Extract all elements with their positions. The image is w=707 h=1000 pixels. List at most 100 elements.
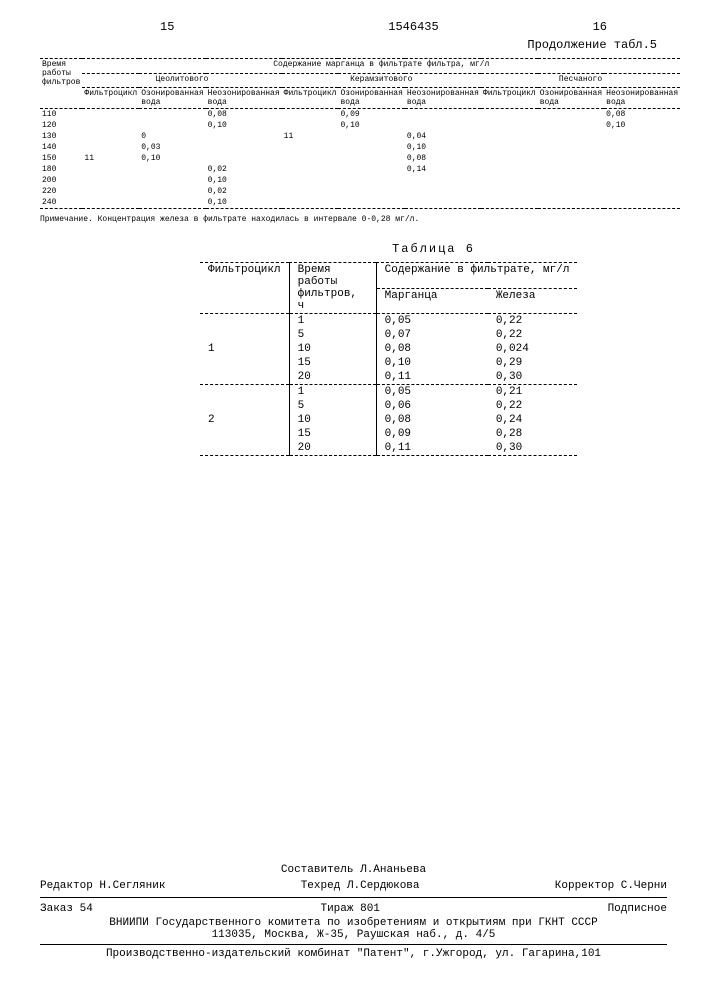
table-cell (538, 131, 604, 142)
table-cell (139, 186, 205, 197)
table-cell: 0,11 (376, 441, 488, 456)
table-cell (481, 120, 538, 131)
table-cell (82, 120, 139, 131)
table-row: 1200,100,100,10 (40, 120, 680, 131)
table-cell: 1 (200, 342, 289, 356)
t5-sub: Неозонированная вода (604, 88, 680, 109)
techred: Техред Л.Сердюкова (301, 880, 420, 892)
table-cell: 0,22 (488, 314, 578, 328)
table-row: 10,050,21 (200, 385, 577, 399)
t5-sub: Фильтроцикл (481, 88, 538, 109)
table-cell: 0,22 (488, 399, 578, 413)
table-row: 240 0,10 (40, 197, 680, 209)
table-cell: 5 (289, 328, 376, 342)
table-cell (139, 164, 205, 175)
table6-label: Таблица 6 (200, 242, 667, 256)
table-cell (139, 175, 205, 186)
table-cell: 140 (40, 142, 82, 153)
table-cell (405, 109, 481, 120)
t6-sub-fe: Железа (488, 289, 578, 314)
table-cell: 0 (139, 131, 205, 142)
table-row: 2000,10 (40, 175, 680, 186)
table-cell (200, 441, 289, 456)
corrector: Корректор С.Черни (555, 880, 667, 892)
t5-spanning-header: Содержание марганца в фильтрате фильтра,… (82, 59, 680, 73)
table-cell (282, 109, 339, 120)
table-cell: 0,09 (338, 109, 404, 120)
page-num-left: 15 (160, 20, 174, 34)
table-cell: 11 (82, 153, 139, 164)
table-cell (282, 120, 339, 131)
table-cell: 2 (200, 413, 289, 427)
t6-sub-mn: Марганца (376, 289, 488, 314)
table-cell (200, 328, 289, 342)
t6-h3: Содержание в фильтрате, мг/л (376, 263, 577, 288)
table-cell (82, 186, 139, 197)
t5-col-time: Время работы фильтров (40, 59, 82, 88)
table-cell: 0,04 (405, 131, 481, 142)
table-cell (481, 153, 538, 164)
table-cell: 0,05 (376, 314, 488, 328)
table-cell (206, 153, 282, 164)
table-cell: 0,05 (376, 385, 488, 399)
t5-sub: Фильтроцикл (282, 88, 339, 109)
table-cell: 130 (40, 131, 82, 142)
t5-sub: Неозонированная вода (405, 88, 481, 109)
table-cell (538, 197, 604, 209)
table-cell (338, 164, 404, 175)
table-cell: 220 (40, 186, 82, 197)
table-cell (481, 131, 538, 142)
org: ВНИИПИ Государственного комитета по изоб… (40, 917, 667, 929)
table-cell (338, 175, 404, 186)
table5: Время работы фильтров Содержание марганц… (40, 58, 680, 209)
table-cell: 0,06 (376, 399, 488, 413)
table-row: 110 0,08 0,09 0,08 (40, 109, 680, 120)
table-row: 1100,080,024 (200, 342, 577, 356)
table-cell: 0,24 (488, 413, 578, 427)
table-cell (139, 197, 205, 209)
table-cell: 20 (289, 441, 376, 456)
table-cell (282, 175, 339, 186)
table-cell: 0,08 (206, 109, 282, 120)
table-cell (538, 120, 604, 131)
table-cell (200, 356, 289, 370)
table-cell: 0,14 (405, 164, 481, 175)
table-cell: 0,08 (405, 153, 481, 164)
table-cell (481, 197, 538, 209)
table-cell: 0,29 (488, 356, 578, 370)
table-cell (338, 153, 404, 164)
table-cell: 0,10 (405, 142, 481, 153)
table-cell (538, 175, 604, 186)
table-cell: 20 (289, 370, 376, 385)
table-cell (282, 153, 339, 164)
compiler: Составитель Л.Ананьева (281, 864, 426, 876)
table-row: 1300110,04 (40, 131, 680, 142)
table-cell (139, 120, 205, 131)
table-cell (538, 142, 604, 153)
table-cell: 0,02 (206, 186, 282, 197)
table-cell (338, 131, 404, 142)
table-cell (282, 197, 339, 209)
table-cell: 0,10 (206, 197, 282, 209)
table-row: 150110,100,08 (40, 153, 680, 164)
table-cell: 240 (40, 197, 82, 209)
table-row: 150,090,28 (200, 427, 577, 441)
table-cell (604, 164, 680, 175)
table-cell: 110 (40, 109, 82, 120)
table-cell (481, 109, 538, 120)
table-cell (405, 175, 481, 186)
table-cell (82, 109, 139, 120)
table-cell (206, 131, 282, 142)
table-cell (604, 175, 680, 186)
table-cell: 1 (289, 314, 376, 328)
table-cell: 0,08 (604, 109, 680, 120)
t5-sub: Озонированная вода (538, 88, 604, 109)
addr: 113035, Москва, Ж-35, Раушская наб., д. … (40, 929, 667, 941)
table-row: 200,110,30 (200, 370, 577, 385)
page-num-right: 16 (593, 20, 607, 34)
table-cell: 0,10 (139, 153, 205, 164)
table-cell: 0,10 (206, 175, 282, 186)
table-cell: 0,08 (376, 342, 488, 356)
table-cell (405, 120, 481, 131)
table-row: 1400,030,10 (40, 142, 680, 153)
